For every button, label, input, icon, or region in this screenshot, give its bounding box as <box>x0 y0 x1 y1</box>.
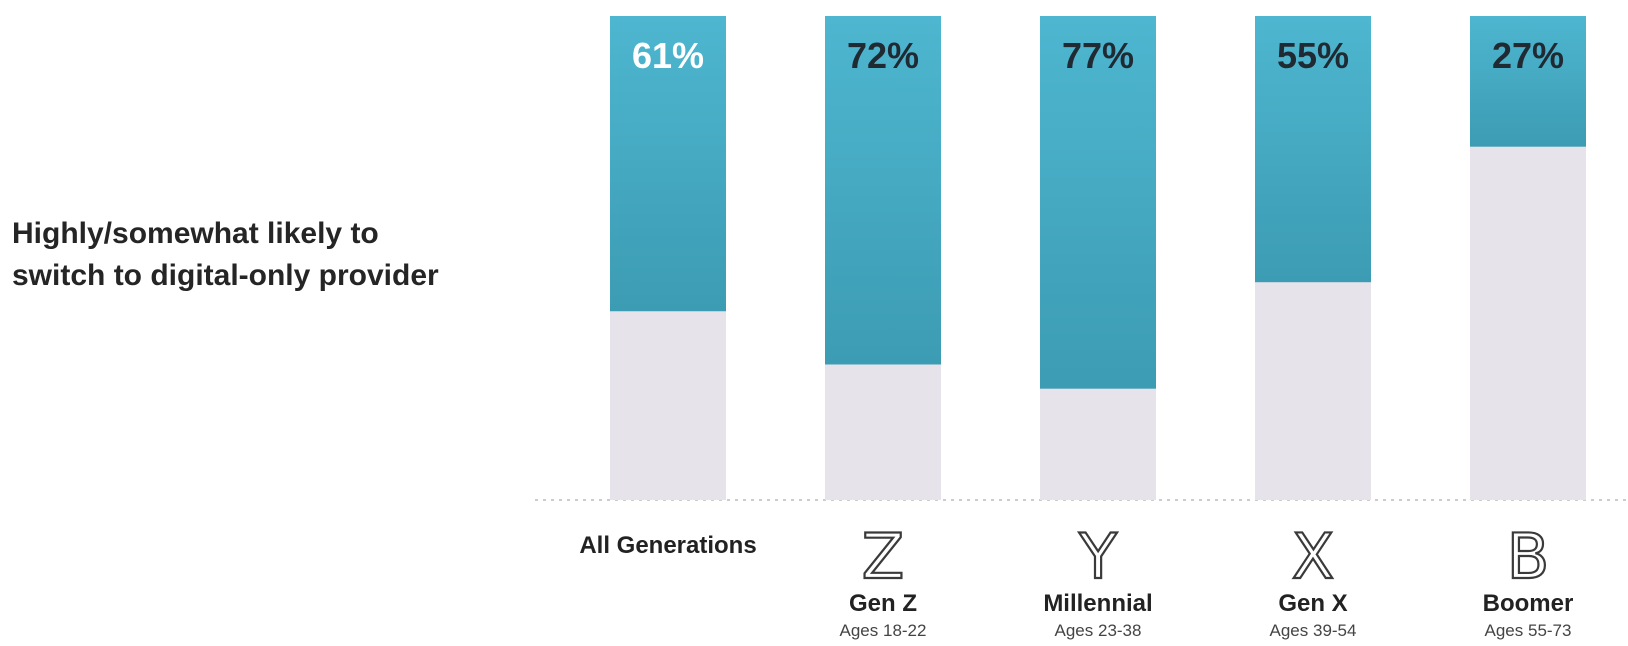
category-label-boomer: Boomer <box>1483 590 1574 617</box>
category-label-millennial: Millennial <box>1043 590 1152 617</box>
category-ages-boomer: Ages 55-73 <box>1485 621 1572 640</box>
value-label-gen-z: 72% <box>847 35 919 76</box>
category-ages-millennial: Ages 23-38 <box>1055 621 1142 640</box>
bar-gen-x <box>1255 16 1371 283</box>
bar-all-generations <box>610 16 726 312</box>
generation-letter-millennial: Y <box>1078 520 1117 593</box>
value-label-millennial: 77% <box>1062 35 1134 76</box>
value-label-gen-x: 55% <box>1277 35 1349 76</box>
category-label-gen-z: Gen Z <box>849 590 917 617</box>
value-label-all-generations: 61% <box>632 35 704 76</box>
value-label-boomer: 27% <box>1492 35 1564 76</box>
category-ages-gen-x: Ages 39-54 <box>1270 621 1357 640</box>
bar-boomer <box>1470 16 1586 147</box>
generation-letter-gen-x: X <box>1292 520 1334 593</box>
bar-gen-z <box>825 16 941 365</box>
category-label-all-generations: All Generations <box>579 532 756 559</box>
bar-millennial <box>1040 16 1156 389</box>
category-label-gen-x: Gen X <box>1278 590 1347 617</box>
category-ages-gen-z: Ages 18-22 <box>840 621 927 640</box>
row-label: Highly/somewhat likely to switch to digi… <box>12 217 439 292</box>
generation-letter-gen-z: Z <box>862 520 904 593</box>
bars-group: 61% 72% 77% 55% 27% <box>610 16 1586 500</box>
generation-letter-boomer: B <box>1507 520 1550 593</box>
